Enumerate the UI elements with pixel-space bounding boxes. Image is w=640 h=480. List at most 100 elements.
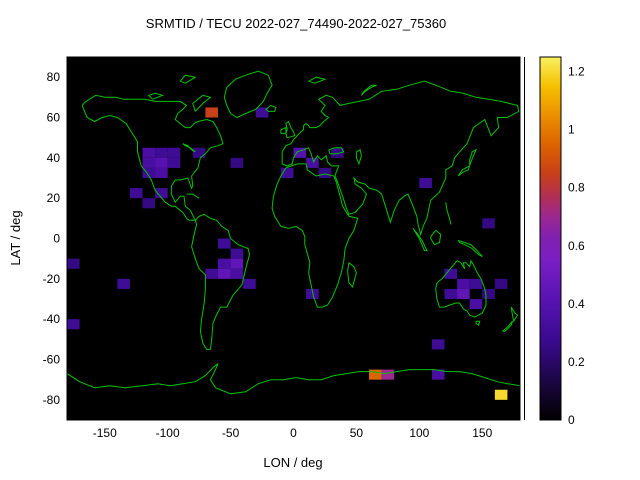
heatmap-cell — [293, 147, 307, 158]
coastline — [67, 363, 520, 395]
coastline — [360, 84, 377, 96]
heatmap-cell — [255, 107, 269, 118]
heatmap-cell — [67, 258, 80, 269]
x-axis-label: LON / deg — [263, 455, 322, 470]
colorbar-gradient — [539, 56, 562, 421]
y-tick-label: 0 — [53, 232, 60, 246]
heatmap-cell — [117, 278, 130, 289]
x-tick-label: -50 — [222, 426, 240, 440]
x-tick-label: -150 — [93, 426, 117, 440]
coastline — [271, 163, 359, 308]
colorbar-tick-label: 0.8 — [568, 181, 585, 195]
heatmap-cell — [494, 278, 508, 289]
heatmap-cell — [230, 248, 244, 259]
colorbar-tick-label: 0.2 — [568, 355, 585, 369]
chart-title: SRMTID / TECU 2022-027_74490-2022-027_75… — [146, 16, 446, 31]
heatmap-cell — [205, 107, 218, 118]
heatmap-cell — [230, 258, 244, 269]
coastline — [502, 320, 513, 332]
x-tick-label: -100 — [156, 426, 180, 440]
heatmap-cell — [318, 167, 332, 178]
x-tick-label: 100 — [409, 426, 429, 440]
coastline — [457, 240, 483, 258]
y-tick-label: 20 — [47, 191, 61, 205]
y-axis-label: LAT / deg — [8, 210, 23, 265]
heatmap-cell — [155, 157, 168, 168]
coastline — [265, 104, 277, 112]
coastline — [280, 126, 287, 135]
heatmap-cell — [167, 157, 181, 168]
heatmap-cell — [192, 147, 206, 158]
x-tick-label: 0 — [290, 426, 297, 440]
coastline — [182, 143, 196, 153]
coastline — [445, 202, 452, 225]
colorbar-tick-label: 1 — [568, 123, 575, 137]
heatmap-cell — [218, 238, 231, 249]
y-tick-label: -40 — [43, 312, 61, 326]
heatmap-cell — [142, 167, 156, 178]
heatmap-cell — [444, 268, 458, 279]
coastline — [308, 76, 327, 84]
heatmap-cell — [457, 278, 470, 289]
coastline — [475, 320, 481, 327]
heatmap-cell — [167, 147, 181, 158]
x-tick-label: 50 — [350, 426, 364, 440]
heatmap-cell — [142, 147, 156, 158]
heatmap-cell — [280, 167, 294, 178]
colorbar-tick-label: 0 — [568, 413, 575, 427]
heatmap-cell — [129, 188, 143, 199]
coastline — [430, 229, 442, 246]
coastline — [510, 306, 519, 323]
heatmap-cell — [444, 288, 458, 299]
heatmap-cell — [243, 278, 256, 289]
colorbar-tick-label: 1.2 — [568, 65, 585, 79]
coastline — [179, 74, 197, 84]
y-tick-label: 40 — [47, 151, 61, 165]
coastline — [412, 228, 428, 252]
heatmap-cell — [469, 278, 483, 289]
coastline — [191, 213, 251, 350]
coastline — [186, 193, 200, 199]
heatmap-cell — [431, 369, 445, 380]
heatmap-cell — [155, 147, 168, 158]
heatmap-cell — [142, 157, 156, 168]
y-tick-label: 80 — [47, 70, 61, 84]
heatmap-cell — [218, 258, 231, 269]
plot-background — [67, 57, 520, 420]
heatmap-cell — [205, 268, 218, 279]
heatmap-cell — [67, 319, 80, 330]
heatmap-cell — [369, 369, 382, 380]
y-tick-label: -60 — [43, 353, 61, 367]
colorbar-tick-label: 0.6 — [568, 239, 585, 253]
y-tick-label: -20 — [43, 272, 61, 286]
heatmap-cell — [482, 218, 495, 229]
heatmap-cell — [482, 288, 495, 299]
heatmap-cell — [230, 268, 244, 279]
coastline — [435, 259, 487, 318]
heatmap-cell — [457, 288, 470, 299]
coastline — [355, 149, 362, 166]
heatmap-cell — [331, 147, 344, 158]
heatmap-cell — [431, 339, 445, 350]
heatmap-cell — [306, 157, 319, 168]
heatmap-cell — [142, 198, 156, 209]
heatmap-cell — [230, 157, 244, 168]
coastline — [147, 92, 165, 100]
heatmap-cell — [155, 167, 168, 178]
heatmap-cell — [155, 188, 168, 199]
heatmap-cell — [469, 299, 483, 310]
heatmap-cell — [381, 369, 395, 380]
y-tick-label: 60 — [47, 111, 61, 125]
coastline — [328, 147, 345, 155]
plot-border — [66, 56, 521, 421]
coastline — [457, 148, 478, 177]
y-tick-label: -80 — [43, 393, 61, 407]
map-plot-area: -150 -100 -50 0 50 100 150 -80 -60 -40 -20 0 20 40 60 8… — [43, 56, 525, 440]
colorbar-tick-label: 0.4 — [568, 297, 585, 311]
heatmap-cell — [306, 288, 319, 299]
x-tick-label: 150 — [472, 426, 492, 440]
coastline — [81, 94, 224, 221]
heatmap-cell — [419, 178, 432, 189]
